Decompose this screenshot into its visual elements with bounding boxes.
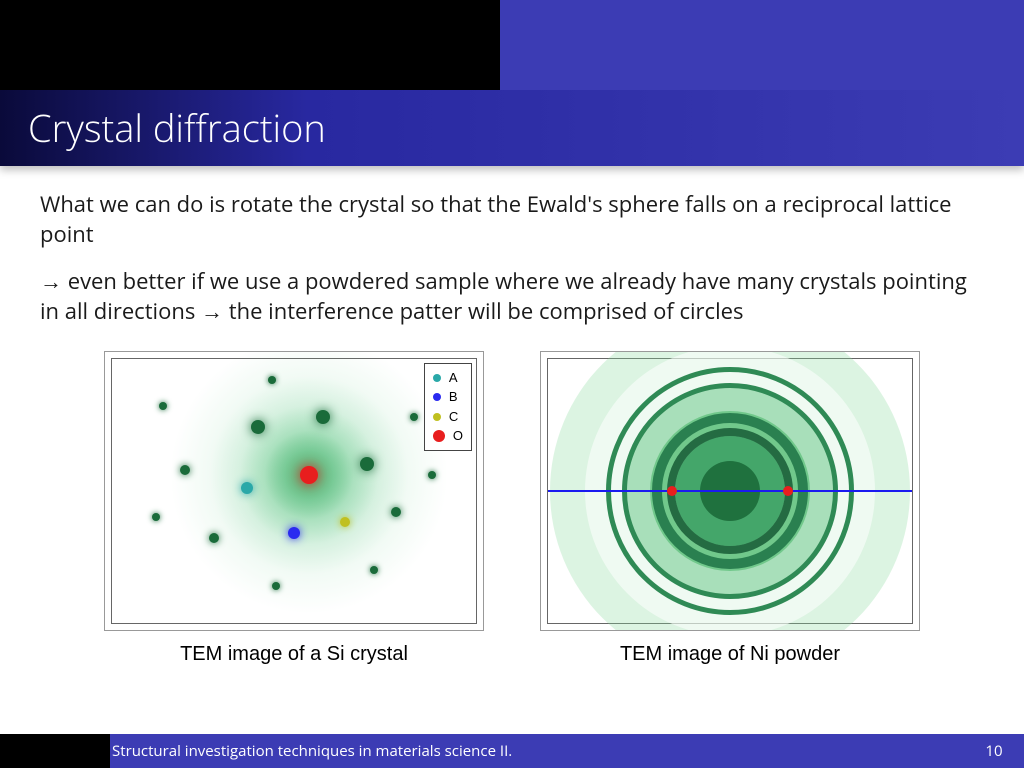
legend-marker-icon — [433, 393, 441, 401]
diffraction-spot — [428, 471, 436, 479]
diffraction-spot — [272, 582, 280, 590]
ni-powder-diffraction-plot — [547, 358, 913, 624]
legend-item: A — [433, 368, 463, 388]
figure-left-box: ABCO — [104, 351, 484, 631]
diffraction-spot — [209, 533, 219, 543]
diffraction-spot — [251, 420, 265, 434]
content-area: What we can do is rotate the crystal so … — [0, 166, 1024, 327]
figure-row: ABCO TEM image of a Si crystal TEM image… — [0, 351, 1024, 666]
slide-title: Crystal diffraction — [28, 102, 326, 154]
top-bar-right — [500, 0, 1024, 90]
legend-label: B — [449, 387, 458, 407]
diffraction-spot — [410, 413, 418, 421]
legend: ABCO — [424, 363, 472, 451]
legend-label: C — [449, 407, 458, 427]
legend-item: O — [433, 426, 463, 446]
top-bar — [0, 0, 1024, 90]
figure-right-caption: TEM image of Ni powder — [620, 643, 840, 666]
diffraction-spot — [300, 466, 318, 484]
legend-marker-icon — [433, 430, 445, 442]
legend-item: C — [433, 407, 463, 427]
si-crystal-diffraction-plot: ABCO — [111, 358, 477, 624]
ring-marker — [783, 486, 793, 496]
diffraction-spot — [159, 402, 167, 410]
ring-marker — [667, 486, 677, 496]
paragraph-2: → even better if we use a powdered sampl… — [40, 267, 984, 326]
legend-marker-icon — [433, 374, 441, 382]
title-bar: Crystal diffraction — [0, 90, 1024, 166]
ring-container — [548, 359, 912, 623]
page-number: 10 — [964, 734, 1024, 768]
legend-label: O — [453, 426, 463, 446]
diffraction-spot — [152, 513, 160, 521]
diffraction-spot — [316, 410, 330, 424]
figure-left-caption: TEM image of a Si crystal — [180, 643, 408, 666]
legend-marker-icon — [433, 413, 441, 421]
top-bar-left — [0, 0, 500, 90]
legend-label: A — [449, 368, 458, 388]
figure-left-column: ABCO TEM image of a Si crystal — [104, 351, 484, 666]
horizontal-line — [548, 490, 912, 492]
diffraction-spot — [241, 482, 253, 494]
figure-right-column: TEM image of Ni powder — [540, 351, 920, 666]
diffraction-spot — [370, 566, 378, 574]
legend-item: B — [433, 387, 463, 407]
diffraction-spot — [180, 465, 190, 475]
diffraction-spot — [360, 457, 374, 471]
footer-left — [0, 734, 110, 768]
footer: Structural investigation techniques in m… — [0, 734, 1024, 768]
diffraction-spot — [268, 376, 276, 384]
figure-right-box — [540, 351, 920, 631]
paragraph-1: What we can do is rotate the crystal so … — [40, 190, 984, 249]
diffraction-spot — [391, 507, 401, 517]
diffraction-spot — [340, 517, 350, 527]
diffraction-spot — [288, 527, 300, 539]
footer-text: Structural investigation techniques in m… — [110, 734, 964, 768]
